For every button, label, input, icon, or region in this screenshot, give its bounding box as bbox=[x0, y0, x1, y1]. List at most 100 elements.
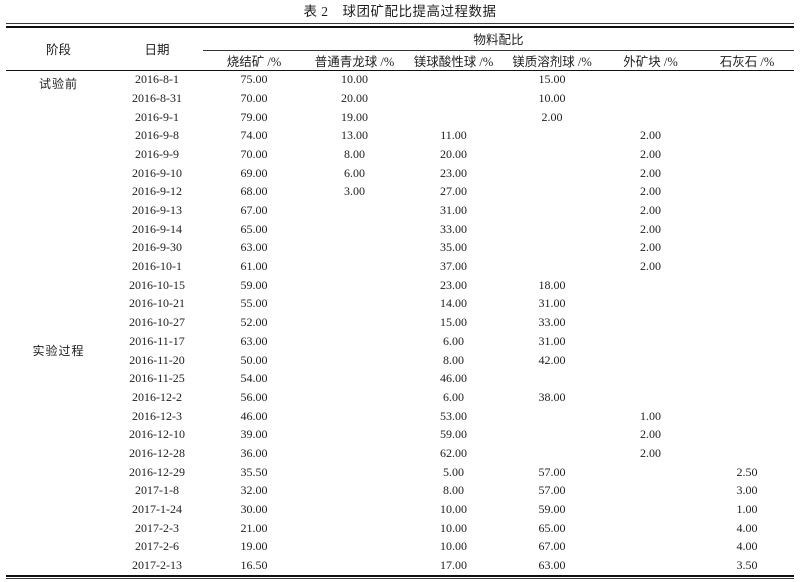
table-row: 2016-9-14 65.00 33.00 2.00 bbox=[6, 220, 794, 239]
table-row: 2016-8-31 70.00 20.00 10.00 bbox=[6, 89, 794, 108]
header-row-sub: 烧结矿 /% 普通青龙球 /% 镁球酸性球 /% 镁质溶剂球 /% 外矿块 /%… bbox=[6, 50, 795, 71]
value-cell bbox=[601, 89, 700, 108]
value-cell bbox=[601, 369, 700, 388]
value-cell: 65.00 bbox=[240, 221, 268, 236]
date-cell: 2016-9-1 bbox=[135, 109, 179, 124]
table-row: 2016-9-30 63.00 35.00 2.00 bbox=[6, 239, 794, 258]
value-cell: 2.00 bbox=[640, 165, 661, 180]
value-cell: 54.00 bbox=[240, 371, 268, 386]
value-cell bbox=[700, 257, 794, 276]
value-cell bbox=[503, 369, 601, 388]
bottom-double-rule bbox=[6, 574, 794, 580]
value-cell: 8.00 bbox=[443, 483, 464, 498]
value-cell: 63.00 bbox=[240, 240, 268, 255]
value-cell: 59.00 bbox=[538, 501, 566, 516]
value-cell: 57.00 bbox=[538, 464, 566, 479]
value-cell: 1.00 bbox=[640, 408, 661, 423]
date-cell: 2016-8-31 bbox=[132, 91, 182, 106]
value-cell bbox=[305, 276, 404, 295]
date-cell: 2016-12-10 bbox=[129, 427, 185, 442]
value-cell: 19.00 bbox=[240, 539, 268, 554]
table-row: 2016-9-1 79.00 19.00 2.00 bbox=[6, 108, 794, 127]
value-cell: 50.00 bbox=[240, 352, 268, 367]
value-cell bbox=[305, 556, 404, 575]
value-cell bbox=[305, 388, 404, 407]
value-cell: 6.00 bbox=[443, 389, 464, 404]
value-cell: 67.00 bbox=[538, 539, 566, 554]
value-cell: 27.00 bbox=[440, 184, 467, 199]
table-row: 2016-11-20 50.00 8.00 42.00 bbox=[6, 351, 794, 370]
value-cell: 1.00 bbox=[736, 501, 758, 516]
top-double-rule bbox=[6, 23, 794, 28]
value-cell: 6.00 bbox=[443, 333, 464, 348]
date-cell: 2016-12-28 bbox=[129, 445, 185, 460]
value-cell bbox=[305, 369, 404, 388]
value-cell: 38.00 bbox=[538, 389, 566, 404]
value-cell: 2.00 bbox=[640, 240, 661, 255]
value-cell: 21.00 bbox=[240, 520, 268, 535]
value-cell bbox=[601, 108, 700, 127]
value-cell: 57.00 bbox=[538, 483, 566, 498]
value-cell: 10.00 bbox=[341, 72, 368, 87]
table-row: 2016-9-10 69.00 6.00 23.00 2.00 bbox=[6, 164, 794, 183]
date-cell: 2016-12-3 bbox=[132, 408, 182, 423]
value-cell: 79.00 bbox=[240, 109, 268, 124]
table-row: 2016-9-9 70.00 8.00 20.00 2.00 bbox=[6, 145, 794, 164]
value-cell: 52.00 bbox=[240, 315, 268, 330]
value-cell bbox=[700, 276, 794, 295]
date-cell: 2016-9-12 bbox=[132, 184, 182, 199]
value-cell: 69.00 bbox=[240, 165, 268, 180]
value-cell: 2.00 bbox=[640, 128, 661, 143]
value-cell: 18.00 bbox=[538, 277, 566, 292]
date-cell: 2016-9-30 bbox=[132, 240, 182, 255]
value-cell bbox=[601, 332, 700, 351]
date-cell: 2016-11-17 bbox=[129, 333, 185, 348]
value-cell bbox=[404, 89, 503, 108]
date-cell: 2016-10-1 bbox=[132, 259, 182, 274]
date-cell: 2017-1-24 bbox=[132, 501, 182, 516]
value-cell bbox=[305, 537, 404, 556]
table-row: 2016-10-1 61.00 37.00 2.00 bbox=[6, 257, 794, 276]
date-cell: 2016-10-21 bbox=[129, 296, 185, 311]
table-row: 2017-1-8 32.00 8.00 57.00 3.00 bbox=[6, 481, 794, 500]
table-row: 2016-12-2 56.00 6.00 38.00 bbox=[6, 388, 794, 407]
value-cell: 2.50 bbox=[736, 464, 758, 479]
value-cell bbox=[601, 481, 700, 500]
value-cell: 16.50 bbox=[240, 557, 268, 572]
date-cell: 2016-10-15 bbox=[129, 277, 185, 292]
date-cell: 2016-8-1 bbox=[135, 72, 179, 87]
value-cell: 5.00 bbox=[443, 464, 464, 479]
value-cell: 2.00 bbox=[640, 221, 661, 236]
header-col-external-ore-lump: 外矿块 /% bbox=[601, 50, 700, 71]
date-cell: 2016-9-9 bbox=[135, 147, 179, 162]
value-cell bbox=[700, 183, 794, 202]
table-row: 2016-12-28 36.00 62.00 2.00 bbox=[6, 444, 794, 463]
value-cell bbox=[601, 537, 700, 556]
value-cell: 4.00 bbox=[736, 539, 758, 554]
value-cell: 35.00 bbox=[440, 240, 467, 255]
value-cell: 31.00 bbox=[538, 333, 566, 348]
value-cell: 53.00 bbox=[440, 408, 467, 423]
value-cell: 61.00 bbox=[240, 259, 268, 274]
value-cell bbox=[601, 388, 700, 407]
value-cell: 2.00 bbox=[640, 445, 661, 460]
value-cell bbox=[305, 239, 404, 258]
value-cell: 35.50 bbox=[240, 464, 268, 479]
value-cell bbox=[700, 388, 794, 407]
value-cell: 10.00 bbox=[440, 501, 467, 516]
table-row: 2017-2-3 21.00 10.00 65.00 4.00 bbox=[6, 519, 794, 538]
value-cell bbox=[305, 481, 404, 500]
value-cell: 8.00 bbox=[344, 147, 365, 162]
value-cell bbox=[404, 70, 503, 89]
value-cell: 63.00 bbox=[240, 333, 268, 348]
date-cell: 2017-2-6 bbox=[135, 539, 179, 554]
value-cell bbox=[503, 257, 601, 276]
value-cell: 32.00 bbox=[240, 483, 268, 498]
date-cell: 2016-9-8 bbox=[135, 128, 179, 143]
value-cell: 19.00 bbox=[341, 109, 368, 124]
table-row: 2016-11-25 54.00 46.00 bbox=[6, 369, 794, 388]
value-cell: 75.00 bbox=[240, 72, 268, 87]
value-cell: 2.00 bbox=[640, 184, 661, 199]
value-cell: 20.00 bbox=[341, 91, 368, 106]
